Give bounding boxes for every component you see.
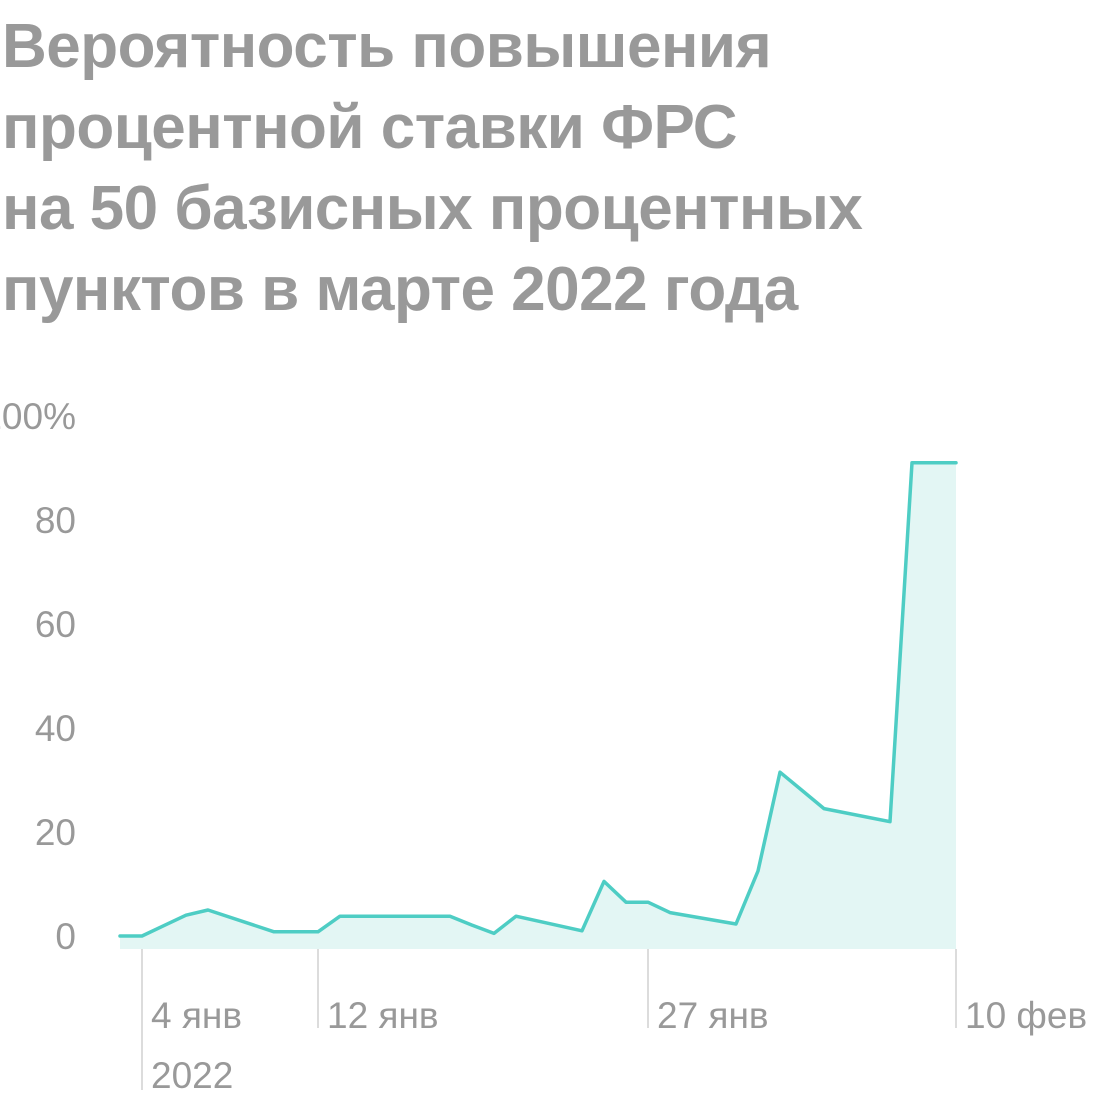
y-axis: 100% 80 60 40 20 0 [0,396,76,957]
x-tick-sublabel: 2022 [151,1055,233,1096]
x-tick-label: 10 фев [965,995,1087,1036]
x-tick-label: 4 янв [151,995,242,1036]
series-area [120,462,956,949]
x-axis: 4 янв 2022 12 янв 27 янв 10 фев [141,949,1087,1096]
series-line [118,461,958,938]
x-tick-label: 12 янв [327,995,439,1036]
chart-title: Вероятность повышения процентной ставки … [2,6,1102,330]
y-tick-label: 20 [35,812,76,853]
y-tick-label: 40 [35,708,76,749]
x-tick-label: 27 янв [657,995,769,1036]
chart-title-line: пунктов в марте 2022 года [2,255,798,324]
chart-title-line: Вероятность повышения [2,12,772,81]
y-tick-label: 80 [35,500,76,541]
y-tick-label: 100% [0,396,76,437]
y-tick-label: 60 [35,604,76,645]
y-tick-label: 0 [55,916,76,957]
chart-title-line: на 50 базисных процентных [2,174,863,243]
plot-area [118,461,958,949]
chart-title-line: процентной ставки ФРС [2,93,738,162]
